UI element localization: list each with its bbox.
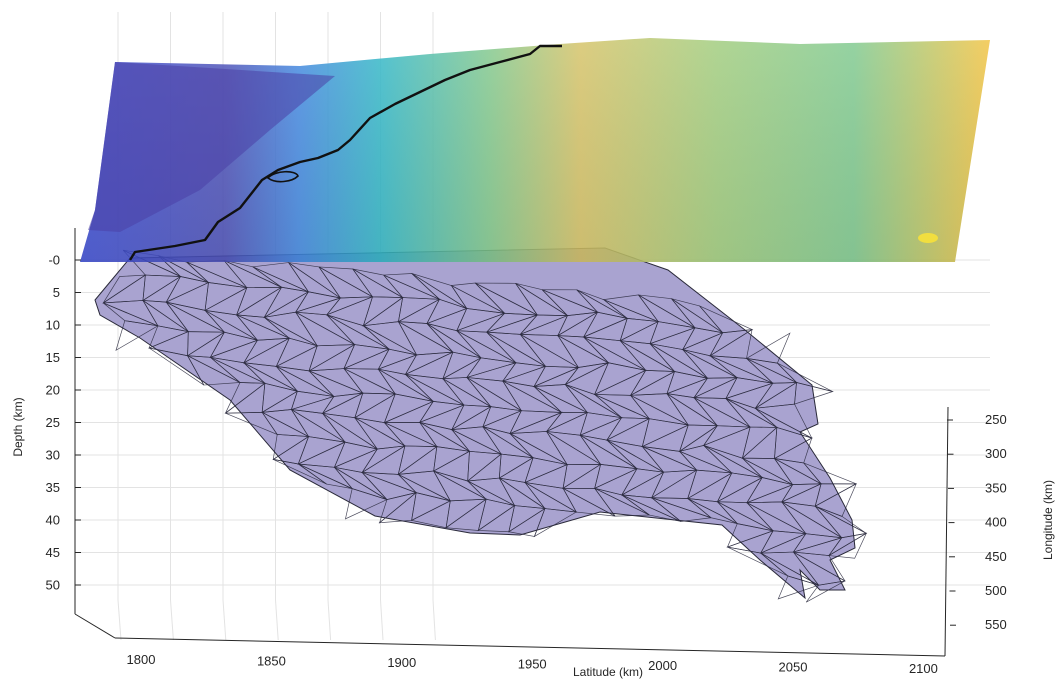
z-tick-label: 25 [46, 415, 60, 430]
z-tick-label: 20 [46, 383, 60, 398]
mesh-triangle [344, 488, 388, 520]
grid-line [117, 599, 122, 641]
y-tick-label: 350 [985, 480, 1007, 495]
x-tick-label: 1800 [127, 652, 156, 667]
tick-labels: -0 5 10 15 20 25 30 35 40 45 50 1800 1850 1900 1950 200… [46, 253, 1007, 677]
z-tick-label: -0 [48, 253, 60, 268]
mesh-triangle [827, 532, 868, 559]
mesh-triangle [115, 320, 159, 352]
z-tick-label: 15 [46, 350, 60, 365]
topography-surface [80, 38, 990, 262]
y-axis-line [944, 406, 949, 657]
coastline-island [266, 170, 299, 183]
grid-line [275, 599, 279, 641]
y-tick-label: 450 [985, 549, 1007, 564]
grid-line [432, 599, 436, 641]
z-tick-label: 5 [53, 285, 60, 300]
coastline [128, 44, 562, 261]
y-tick-label: 550 [985, 617, 1007, 632]
mesh-triangle [533, 508, 578, 538]
z-tick-label: 30 [46, 448, 60, 463]
y-axis-label: Longitude (km) [1041, 480, 1055, 560]
mesh-triangle [298, 463, 353, 489]
mesh-triangle [805, 580, 846, 603]
mesh-triangle [651, 497, 712, 522]
topography-peak [918, 233, 938, 243]
grid-line [170, 599, 174, 641]
y-tick-label: 250 [985, 412, 1007, 427]
grid-line [380, 599, 384, 641]
x-tick-label: 2100 [909, 661, 938, 676]
mesh-triangle [794, 382, 834, 405]
z-tick-label: 45 [46, 545, 60, 560]
mesh-triangle [562, 487, 616, 517]
topography-basin [88, 62, 335, 232]
x-tick-label: 1950 [518, 657, 547, 672]
x-axis-line [114, 637, 946, 657]
grid-line [327, 599, 332, 641]
fault-mesh-surface [94, 247, 856, 600]
y-tick-label: 400 [985, 515, 1007, 530]
mesh-triangle [186, 354, 242, 386]
z-tick-label: 40 [46, 513, 60, 528]
z-tick-label: 50 [46, 578, 60, 593]
mesh-triangle [621, 494, 681, 522]
mesh-triangle [777, 575, 820, 600]
z-tick-label: 10 [46, 318, 60, 333]
mesh-triangles [101, 249, 868, 603]
x-tick-label: 1850 [257, 654, 286, 669]
axes [74, 228, 956, 657]
y-tick-label: 500 [985, 583, 1007, 598]
mesh-triangle [687, 498, 738, 524]
x-tick-label: 1900 [387, 655, 416, 670]
z-tick-label: 35 [46, 480, 60, 495]
z-axis-label: Depth (km) [11, 397, 25, 456]
x-tick-label: 2050 [779, 660, 808, 675]
fault-mesh [94, 247, 868, 603]
x-axis-base [74, 613, 116, 639]
x-axis-label: Latitude (km) [573, 665, 643, 679]
y-tick-label: 300 [985, 446, 1007, 461]
x-tick-label: 2000 [648, 658, 677, 673]
grid-line [222, 599, 227, 641]
mesh-triangle [594, 488, 650, 517]
